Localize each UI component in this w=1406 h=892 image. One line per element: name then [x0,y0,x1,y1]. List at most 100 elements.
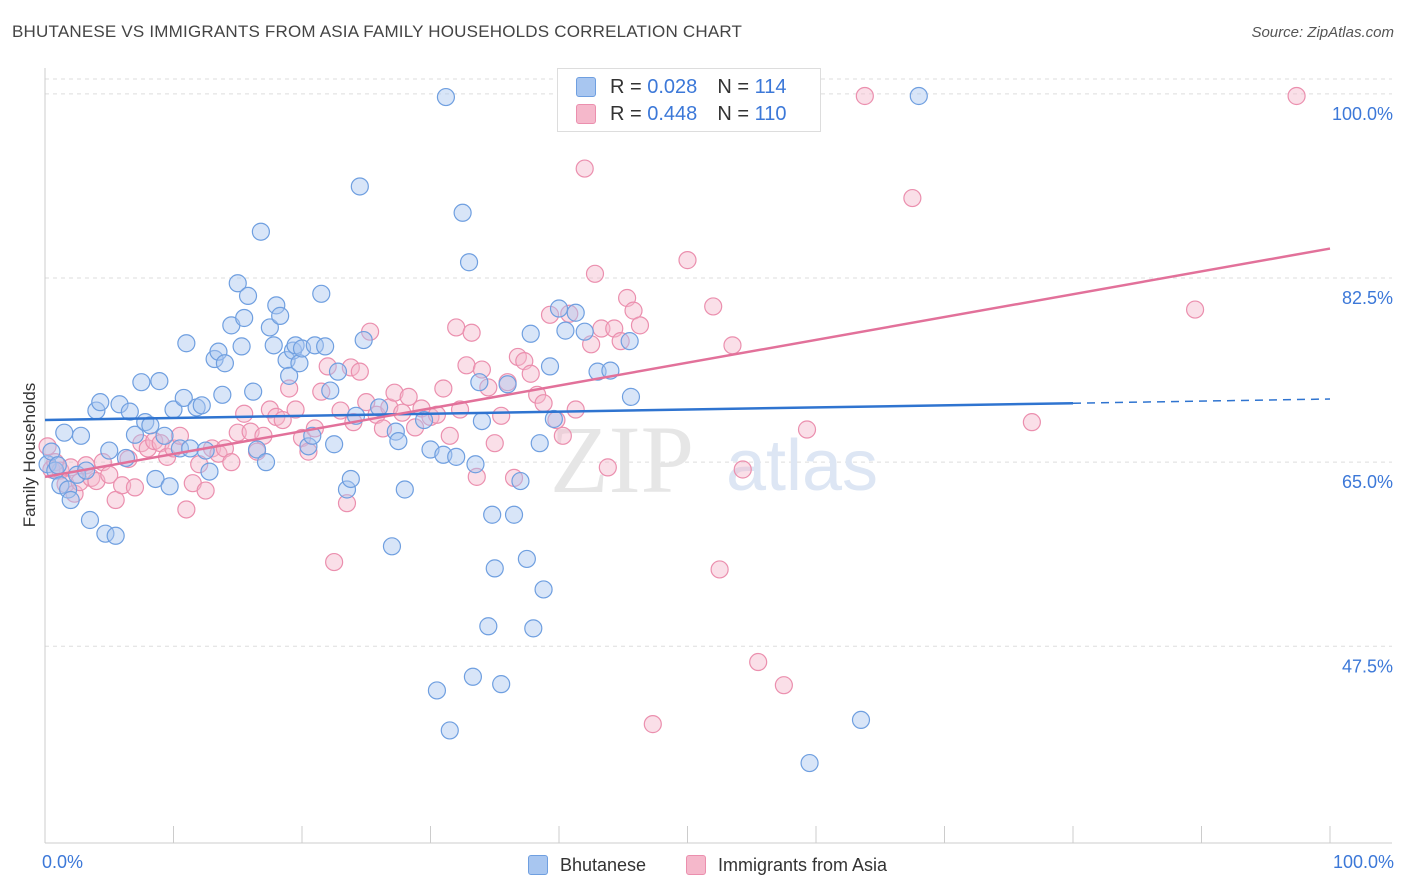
point-bhutanese [235,308,254,328]
point-bhutanese [483,505,502,524]
point-immigrants-from-asia [723,336,742,355]
trend-line-immigrants-from-asia [44,247,1331,479]
point-bhutanese [232,337,251,356]
point-immigrants-from-asia [534,394,553,413]
point-immigrants-from-asia [125,478,145,497]
point-bhutanese [517,549,536,569]
point-bhutanese [290,354,309,373]
point-bhutanese [479,617,498,636]
point-bhutanese [556,321,575,340]
point-immigrants-from-asia [598,458,617,477]
point-bhutanese [260,318,279,337]
point-bhutanese [106,526,125,545]
point-immigrants-from-asia [318,357,337,376]
legend-r-value: 0.448 [647,102,698,125]
axes [44,68,1392,844]
point-bhutanese [177,334,196,353]
source-label: Source: ZipAtlas.com [1251,24,1394,41]
point-bhutanese [524,619,543,638]
point-bhutanese [299,437,318,456]
legend-n-label: N = [717,75,755,98]
point-immigrants-from-asia [566,400,585,419]
point-bhutanese [621,387,641,406]
point-bhutanese [80,510,100,530]
point-bhutanese [228,274,247,293]
point-bhutanese [370,398,389,417]
point-bhutanese [453,203,472,222]
legend-r-label: R = [610,75,648,98]
point-immigrants-from-asia [434,379,453,398]
point-bhutanese [427,681,447,700]
point-bhutanese [534,580,553,599]
point-bhutanese [436,87,456,107]
point-immigrants-from-asia [1287,86,1306,106]
point-immigrants-from-asia [286,400,305,419]
point-bhutanese [800,753,819,773]
point-bhutanese [125,425,145,444]
point-bhutanese [55,423,74,442]
point-bhutanese [247,440,267,459]
point-immigrants-from-asia [228,423,247,442]
point-bhutanese [209,342,228,361]
point-immigrants-from-asia [560,304,579,323]
point-bhutanese [511,471,530,491]
point-bhutanese [192,396,211,415]
legend-row-immigrants: R = 0.448 N = 110 [576,101,786,127]
point-immigrants-from-asia [447,318,466,337]
point-immigrants-from-asia [350,362,369,381]
point-bhutanese [238,286,258,305]
point-immigrants-from-asia [903,188,922,208]
point-immigrants-from-asia [1022,413,1041,432]
point-bhutanese [575,322,594,341]
point-bhutanese [215,354,234,373]
point-immigrants-from-asia [774,676,793,695]
point-immigrants-from-asia [479,378,498,397]
point-bhutanese [337,480,357,499]
trend-lines [44,247,1331,479]
point-bhutanese [414,410,434,430]
point-immigrants-from-asia [337,494,357,513]
point-bhutanese [256,453,276,472]
point-bhutanese [459,253,479,272]
y-tick-label: 47.5% [1342,656,1393,676]
point-bhutanese [466,455,485,474]
point-immigrants-from-asia [643,715,662,734]
point-bhutanese [141,416,160,435]
point-bhutanese [463,667,483,686]
point-bhutanese [504,505,524,524]
watermark-zip: ZIP [550,406,694,513]
bottom-legend-label: Immigrants from Asia [718,854,888,875]
point-bhutanese [321,381,340,400]
chart-title: BHUTANESE VS IMMIGRANTS FROM ASIA FAMILY… [12,22,743,41]
point-immigrants-from-asia [1185,300,1205,319]
point-bhutanese [271,306,290,325]
point-bhutanese [395,480,414,499]
point-immigrants-from-asia [733,460,752,479]
trend-line-bhutanese-extension [1072,398,1331,404]
series-bhutanese [38,86,928,773]
point-immigrants-from-asia [855,86,874,106]
point-bhutanese [566,303,585,322]
point-bhutanese [59,480,78,499]
y-tick-label: 65.0% [1342,472,1393,492]
point-immigrants-from-asia [630,316,650,335]
point-immigrants-from-asia [797,420,817,439]
point-bhutanese [267,296,286,315]
legend-n-label: N = [717,102,755,125]
point-bhutanese [588,362,607,381]
point-bhutanese [155,426,174,445]
point-bhutanese [174,388,193,408]
point-immigrants-from-asia [280,379,299,398]
point-bhutanese [316,337,335,356]
point-bhutanese [120,402,139,421]
point-immigrants-from-asia [399,387,418,406]
point-bhutanese [160,477,179,496]
point-immigrants-from-asia [457,356,476,375]
watermark-atlas: atlas [726,426,878,506]
point-bhutanese [251,222,270,241]
point-bhutanese [521,324,540,343]
x-tick-min: 0.0% [42,852,84,872]
y-tick-labels: 47.5% 65.0% 82.5% 100.0% [1332,104,1393,676]
point-bhutanese [71,426,91,445]
point-bhutanese [447,447,466,466]
